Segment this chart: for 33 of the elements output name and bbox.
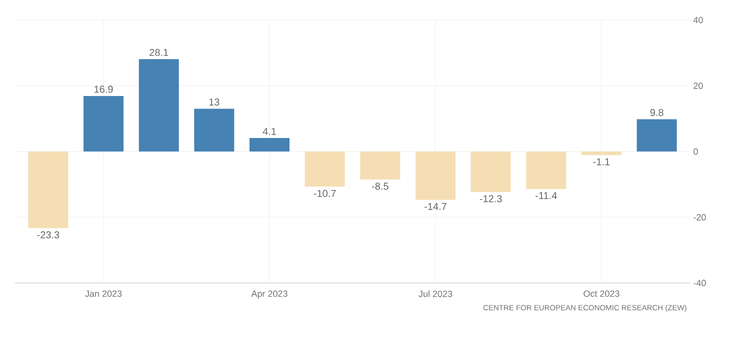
bar xyxy=(526,152,566,189)
bar xyxy=(416,152,456,200)
data-label: -11.4 xyxy=(536,192,557,200)
data-label: 28.1 xyxy=(150,48,168,56)
x-tick-label: Jul 2023 xyxy=(418,290,452,298)
bar xyxy=(636,119,677,152)
data-label: 16.9 xyxy=(94,86,113,93)
y-tick-label: 20 xyxy=(694,82,703,89)
data-label: 4.1 xyxy=(262,128,276,135)
bar xyxy=(581,152,622,156)
data-label: -8.5 xyxy=(372,182,388,190)
bar xyxy=(138,59,179,152)
bar xyxy=(28,152,68,228)
x-tick-label: Jan 2023 xyxy=(85,290,122,297)
bar xyxy=(360,152,400,180)
data-label: 9.8 xyxy=(650,109,664,116)
data-label: 13 xyxy=(209,98,220,106)
y-tick-label: -40 xyxy=(694,280,706,286)
bar xyxy=(194,108,234,152)
data-label: -14.7 xyxy=(424,203,446,210)
bar xyxy=(250,138,290,152)
bar xyxy=(84,96,124,152)
data-label: -12.3 xyxy=(480,195,502,202)
data-label: -1.1 xyxy=(593,158,610,166)
y-tick-label: 40 xyxy=(693,16,703,24)
x-tick-label: Oct 2023 xyxy=(584,290,620,297)
data-label: -23.3 xyxy=(37,231,60,238)
bar xyxy=(470,152,511,192)
data-label: -10.7 xyxy=(314,190,336,197)
x-tick-label: Apr 2023 xyxy=(251,290,288,299)
y-tick-label: 0 xyxy=(694,148,698,155)
y-tick-label: -20 xyxy=(694,214,706,220)
bar xyxy=(304,152,345,187)
